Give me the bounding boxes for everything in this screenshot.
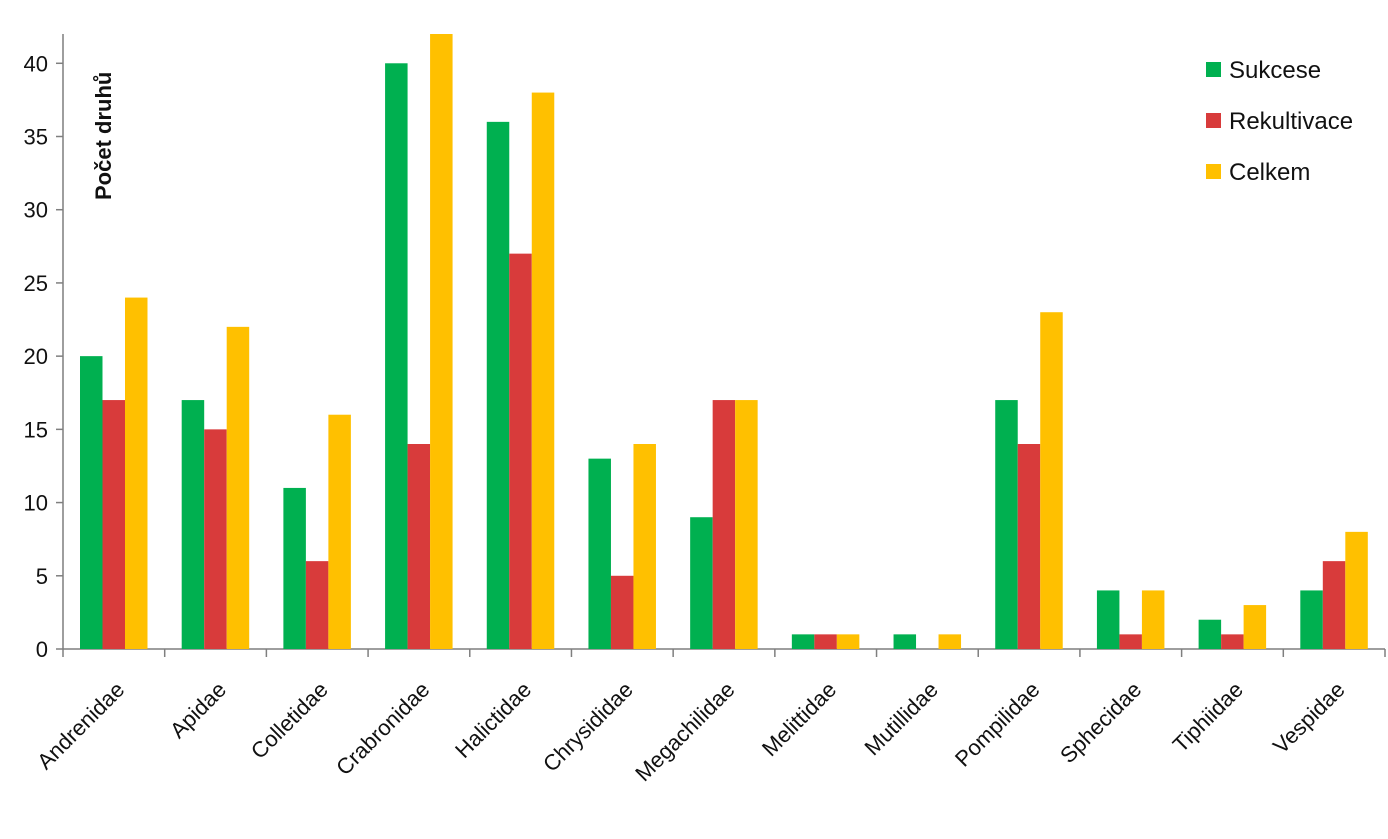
bar-rekultivace-colletidae	[305, 561, 329, 649]
bar-sukcese-crabronidae	[385, 63, 408, 650]
bar-sukcese-apidae	[181, 400, 205, 649]
y-tick-label: 35	[24, 125, 48, 150]
bar-celkem-crabronidae	[430, 34, 453, 649]
y-tick-label: 25	[24, 271, 48, 296]
bar-rekultivace-chrysididae	[610, 575, 634, 649]
bar-rekultivace-megachilidae	[712, 400, 736, 649]
x-tick-label: Colletidae	[246, 677, 333, 764]
bar-rekultivace-sphecidae	[1119, 634, 1142, 649]
bar-rekultivace-halictidae	[509, 253, 532, 649]
bar-sukcese-pompilidae	[995, 400, 1018, 649]
bar-celkem-mutillidae	[938, 634, 962, 649]
legend-label-celkem: Celkem	[1229, 159, 1310, 186]
x-tick-label: Mutillidae	[860, 677, 943, 760]
y-tick-label: 20	[24, 344, 48, 369]
bar-celkem-colletidae	[328, 414, 351, 649]
bar-celkem-sphecidae	[1141, 590, 1165, 649]
y-tick-label: 10	[24, 491, 48, 516]
x-tick-label: Vespidae	[1268, 677, 1350, 759]
x-tick-label: Melittidae	[757, 677, 841, 761]
bar-sukcese-colletidae	[283, 487, 306, 649]
y-tick-label: 0	[36, 637, 48, 662]
bar-sukcese-mutillidae	[893, 634, 917, 649]
x-tick-label: Pompilidae	[950, 677, 1045, 772]
x-axis	[62, 648, 1386, 657]
legend-swatch-sukcese	[1206, 62, 1221, 77]
bar-celkem-melittidae	[836, 634, 860, 649]
legend-swatch-rekultivace	[1206, 113, 1221, 128]
x-tick-label: Tiphiidae	[1168, 677, 1248, 757]
legend-label-rekultivace: Rekultivace	[1229, 108, 1353, 135]
bar-celkem-tiphiidae	[1243, 605, 1267, 649]
bar-rekultivace-apidae	[204, 429, 227, 649]
bar-sukcese-halictidae	[486, 121, 510, 650]
y-tick-label: 15	[24, 417, 48, 442]
bar-sukcese-megachilidae	[690, 517, 713, 649]
legend-label-sukcese: Sukcese	[1229, 57, 1321, 84]
bar-celkem-vespidae	[1345, 531, 1368, 649]
bar-rekultivace-tiphiidae	[1221, 634, 1244, 649]
x-tick-label: Andrenidae	[32, 677, 129, 774]
bar-sukcese-vespidae	[1300, 590, 1323, 649]
x-tick-label: Chrysididae	[538, 677, 638, 777]
legend: Sukcese Rekultivace Celkem	[1206, 57, 1353, 186]
bar-sukcese-melittidae	[791, 634, 815, 649]
legend-swatch-celkem	[1206, 164, 1221, 179]
bars	[80, 34, 1368, 650]
bar-rekultivace-andrenidae	[102, 400, 125, 649]
y-tick-label: 40	[24, 51, 48, 76]
y-axis: 0 5 10 15 20 25 30 35 40	[24, 34, 64, 662]
bar-sukcese-andrenidae	[80, 356, 103, 649]
y-axis-label: Počet druhů	[91, 72, 116, 200]
bar-rekultivace-pompilidae	[1017, 444, 1041, 649]
x-tick-label: Sphecidae	[1055, 677, 1146, 768]
bar-celkem-andrenidae	[125, 297, 148, 649]
x-tick-label: Megachilidae	[630, 677, 739, 786]
bar-celkem-apidae	[226, 326, 250, 649]
bar-rekultivace-melittidae	[814, 634, 837, 649]
bar-sukcese-tiphiidae	[1198, 619, 1222, 649]
bar-rekultivace-vespidae	[1322, 561, 1346, 649]
bar-celkem-halictidae	[531, 92, 555, 650]
bar-sukcese-sphecidae	[1096, 590, 1120, 649]
bar-celkem-megachilidae	[735, 400, 758, 649]
bar-celkem-pompilidae	[1040, 312, 1063, 649]
bar-sukcese-chrysididae	[588, 458, 611, 649]
x-tick-label: Halictidae	[450, 677, 536, 763]
x-tick-label: Apidae	[165, 677, 231, 743]
x-tick-label: Crabronidae	[331, 677, 434, 780]
y-tick-label: 5	[36, 564, 48, 589]
bar-celkem-chrysididae	[633, 444, 656, 649]
bar-rekultivace-crabronidae	[407, 444, 431, 649]
y-tick-label: 30	[24, 198, 48, 223]
